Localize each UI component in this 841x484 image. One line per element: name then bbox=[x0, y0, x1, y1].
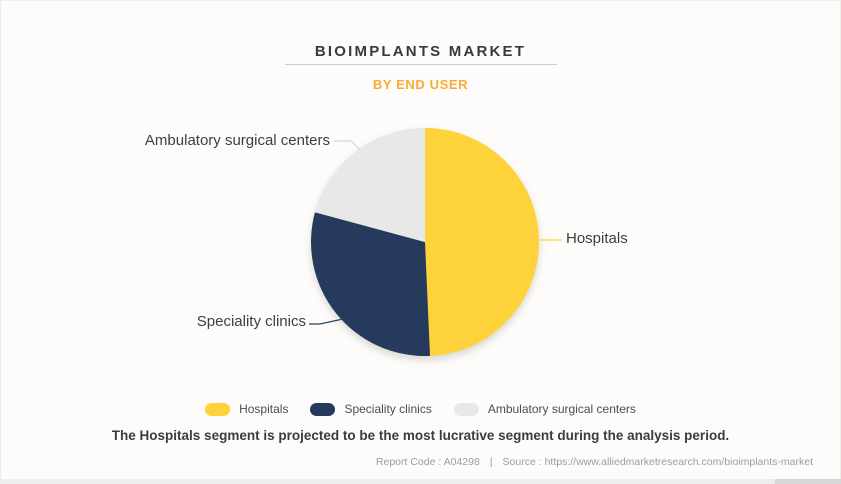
ambulatory-swatch-icon bbox=[453, 402, 479, 416]
chart-subtitle: BY END USER bbox=[372, 77, 469, 92]
horizontal-scrollbar-thumb[interactable] bbox=[775, 479, 841, 484]
speciality-clinics-callout-line bbox=[309, 318, 344, 325]
legend-item-hospitals[interactable]: Hospitals bbox=[205, 402, 288, 416]
horizontal-scrollbar-track[interactable] bbox=[0, 479, 841, 484]
slice-label-ambulatory-surgical-centers: Ambulatory surgical centers bbox=[144, 132, 330, 149]
source-url-text: Source : https://www.alliedmarketresearc… bbox=[502, 456, 813, 468]
hospitals-swatch-icon bbox=[205, 402, 231, 416]
legend-label: Hospitals bbox=[239, 402, 289, 416]
legend-item-ambulatory-surgical-centers[interactable]: Ambulatory surgical centers bbox=[453, 402, 636, 416]
footer: Report Code : A04298 | Source : https://… bbox=[376, 456, 813, 468]
legend-label: Speciality clinics bbox=[344, 402, 432, 416]
title-divider bbox=[285, 64, 557, 65]
slice-label-speciality-clinics: Speciality clinics bbox=[196, 313, 306, 330]
insight-caption: The Hospitals segment is projected to be… bbox=[111, 428, 730, 443]
pie-slice-speciality-clinics[interactable] bbox=[311, 212, 431, 357]
legend-item-speciality-clinics[interactable]: Speciality clinics bbox=[310, 402, 432, 416]
speciality-clinics-swatch-icon bbox=[310, 402, 336, 416]
slice-label-hospitals: Hospitals bbox=[566, 230, 628, 247]
pie-slice-hospitals[interactable] bbox=[425, 128, 540, 356]
ambulatory-callout-line bbox=[334, 140, 361, 151]
pie-group bbox=[311, 128, 540, 357]
report-code-text: Report Code : A04298 bbox=[375, 456, 480, 468]
footer-separator: | bbox=[489, 456, 493, 468]
legend-label: Ambulatory surgical centers bbox=[487, 402, 636, 416]
pie-slice-ambulatory-surgical-centers[interactable] bbox=[314, 128, 425, 242]
chart-title: BIOIMPLANTS MARKET bbox=[314, 43, 527, 60]
legend: Hospitals Speciality clinics Ambulatory … bbox=[0, 402, 841, 416]
